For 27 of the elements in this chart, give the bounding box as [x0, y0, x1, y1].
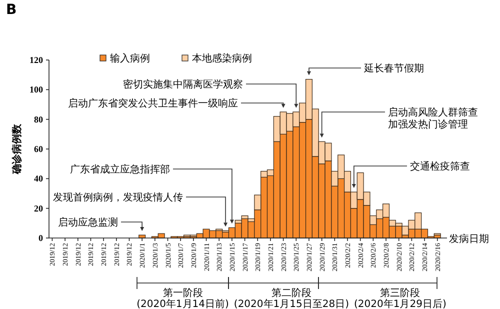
text: (2020年1月29日后)	[354, 298, 446, 309]
legend-label: 本地感染病例	[192, 52, 252, 64]
y-axis-title: 确诊病例数	[11, 123, 23, 175]
annotation: 延长春节假期	[363, 62, 424, 74]
y-tick-label: 120	[30, 55, 44, 65]
annotation: 启动高风险人群筛查	[388, 106, 478, 118]
text: (2020年1月14日前)	[136, 298, 230, 309]
annotation: 加强发热门诊管理	[388, 118, 468, 130]
annotation: 发现首例病例，发现疫情人传	[53, 192, 183, 204]
text: 第二阶段	[271, 287, 312, 299]
y-tick-label: 60	[34, 144, 44, 154]
annotation: 广东省成立应急指挥部	[70, 164, 170, 176]
annotation: 交通检疫筛查	[410, 160, 470, 172]
y-tick-label: 0	[38, 233, 44, 243]
x-axis-title: 发病日期	[449, 233, 489, 245]
legend-label: 输入病例	[110, 52, 150, 64]
annotation: 启动应急监测	[58, 216, 118, 228]
y-tick-label: 100	[30, 84, 44, 95]
y-tick-label: 40	[34, 174, 44, 184]
text: (2020年1月15日至28日)	[234, 298, 350, 309]
annotation: 密切实施集中隔离医学观察	[123, 78, 243, 90]
y-tick-label: 80	[34, 114, 44, 124]
title: B	[6, 2, 17, 18]
text: 第一阶段	[162, 287, 203, 299]
annotation: 启动广东省突发公共卫生事件一级响应	[68, 98, 238, 110]
text: 第三阶段	[380, 287, 420, 299]
y-tick-label: 20	[34, 203, 44, 214]
